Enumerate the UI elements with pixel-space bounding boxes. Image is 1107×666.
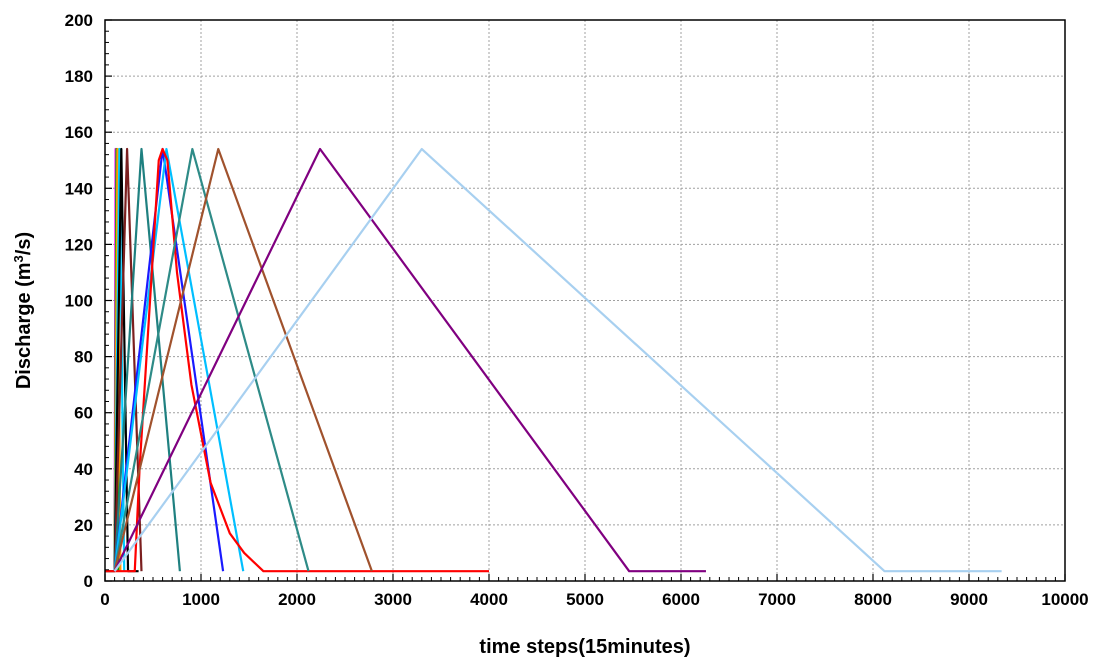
- x-tick-label: 0: [100, 590, 109, 609]
- y-tick-label: 140: [65, 179, 93, 198]
- x-tick-label: 4000: [470, 590, 508, 609]
- series-line: [113, 147, 373, 572]
- x-tick-label: 3000: [374, 590, 412, 609]
- y-axis-title-tail: /s): [13, 232, 35, 255]
- y-tick-label: 160: [65, 123, 93, 142]
- y-tick-label: 0: [84, 572, 93, 591]
- x-tick-label: 10000: [1041, 590, 1088, 609]
- x-tick-label: 8000: [854, 590, 892, 609]
- x-axis-title: time steps(15minutes): [479, 636, 690, 658]
- y-tick-label: 100: [65, 292, 93, 311]
- x-tick-label: 9000: [950, 590, 988, 609]
- y-tick-label: 80: [74, 348, 93, 367]
- x-tick-label: 2000: [278, 590, 316, 609]
- y-axis-title-superscript: 3: [11, 255, 26, 262]
- series-line: [113, 147, 143, 572]
- y-tick-label: 200: [65, 11, 93, 30]
- series-line: [113, 147, 1002, 573]
- series-line: [113, 147, 310, 572]
- series-line: [113, 147, 706, 573]
- series-layer: [105, 147, 1002, 573]
- x-tick-label: 7000: [758, 590, 796, 609]
- y-tick-label: 20: [74, 516, 93, 535]
- y-axis-title: Discharge (m3/s): [11, 232, 35, 389]
- grid-layer: [105, 20, 1065, 581]
- series-line: [113, 147, 181, 572]
- y-tick-label: 120: [65, 235, 93, 254]
- label-layer: 0 1000 2000 3000 4000 5000 6000 7000 8000 9000 100…: [65, 11, 1089, 609]
- tick-layer: [104, 19, 1066, 582]
- x-tick-label: 6000: [662, 590, 700, 609]
- y-axis-title-main: Discharge (m: [13, 262, 35, 389]
- y-tick-label: 60: [74, 404, 93, 423]
- x-tick-label: 1000: [182, 590, 220, 609]
- x-tick-label: 5000: [566, 590, 604, 609]
- y-tick-label: 180: [65, 67, 93, 86]
- y-tick-label: 40: [74, 460, 93, 479]
